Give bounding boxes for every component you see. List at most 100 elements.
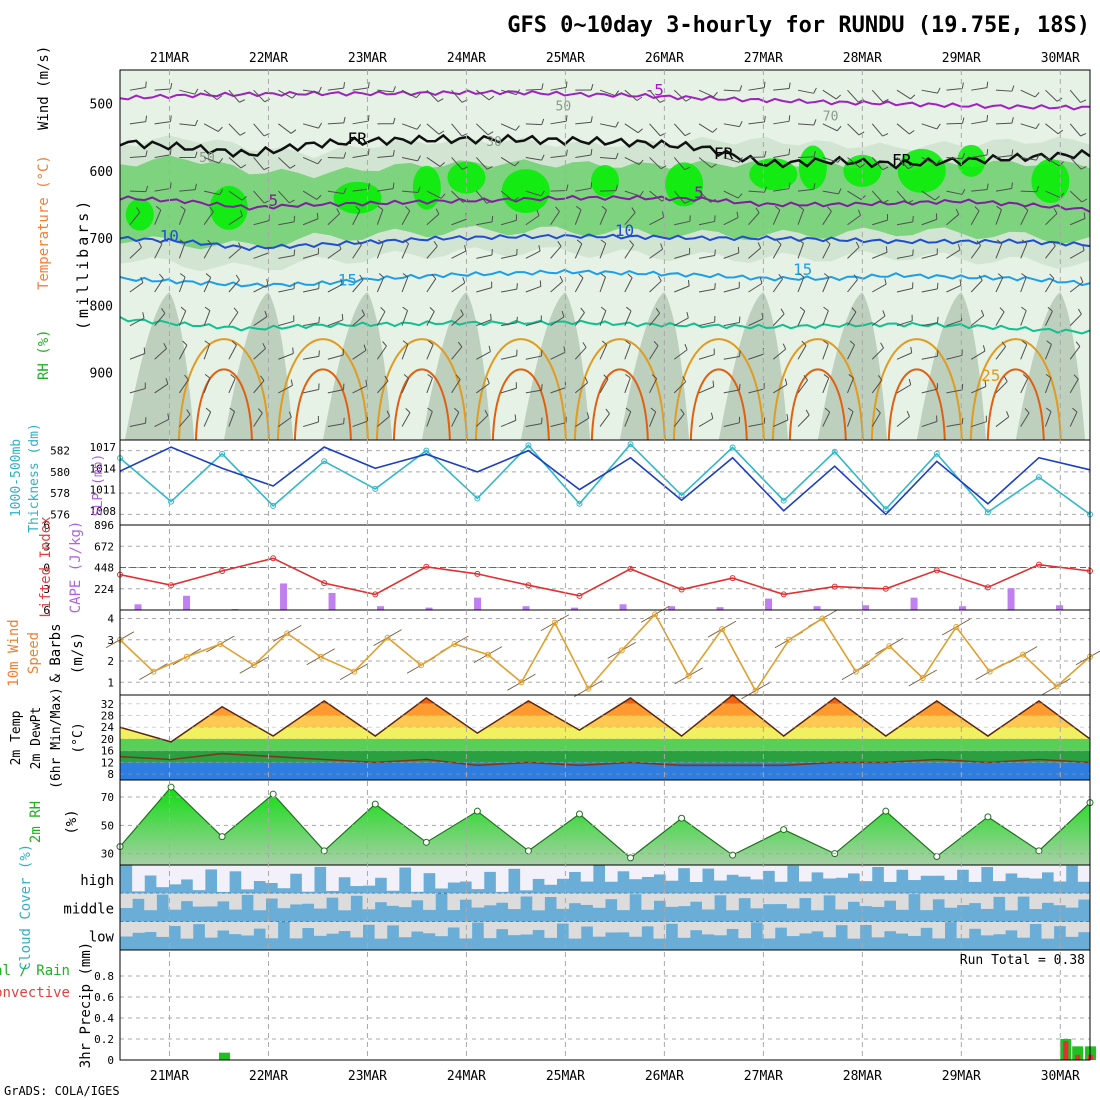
wind-barb — [426, 377, 433, 394]
wind-barb-flag — [882, 166, 889, 171]
wind-barb-flag — [936, 123, 941, 130]
wind-barb — [550, 120, 567, 125]
wind-barb — [426, 89, 439, 102]
wind-barb — [550, 422, 567, 428]
wind-barb-flag — [341, 313, 344, 321]
cloud-cell — [968, 921, 982, 929]
wind-barb — [401, 243, 410, 259]
wind-barb — [178, 243, 186, 259]
temp-label-1-group: 2m Temp — [9, 710, 24, 765]
wind-barb-flag — [557, 241, 562, 247]
wind-barb-flag — [957, 243, 961, 250]
cloud-cell — [483, 921, 497, 939]
wind-barb — [426, 344, 434, 360]
slp-line — [119, 446, 1091, 516]
cloud-cell — [1017, 893, 1030, 897]
cloud-cell — [580, 865, 594, 882]
cloud-cell — [386, 893, 400, 906]
wind-barb — [278, 353, 294, 360]
wind-barb — [773, 120, 790, 125]
rh-low-column — [718, 292, 789, 440]
wind-barb — [426, 123, 440, 135]
thickness-point — [882, 506, 889, 513]
wind-barb-flag — [600, 239, 607, 244]
wind-barb-flag — [145, 150, 148, 157]
wind-barb-flag — [615, 121, 619, 128]
cloud-cell — [495, 893, 509, 903]
cloud-cell — [956, 893, 970, 906]
wind-barb — [253, 252, 269, 259]
wind-barb-flag — [936, 316, 939, 323]
wind-barb-flag — [1024, 408, 1030, 414]
wind-barb — [649, 216, 664, 226]
wind-barb-flag — [363, 344, 367, 351]
contour-label: 15 — [793, 260, 812, 279]
wind-barb — [302, 156, 318, 165]
wind-barb-flag — [961, 82, 964, 89]
wind-barb-flag — [687, 279, 690, 287]
cloud-cell — [1041, 893, 1055, 903]
pressure-axis-label: (millibars) — [74, 198, 92, 330]
wind-barb — [698, 255, 715, 259]
wind-barb — [698, 89, 714, 98]
isotherm-30 — [590, 368, 649, 441]
wind-barb — [847, 411, 854, 427]
wind-barb-flag — [163, 342, 167, 349]
cloud-cell — [374, 893, 388, 903]
wind-barb — [203, 377, 211, 394]
wind-speed-point — [785, 636, 792, 643]
wind-barb — [129, 282, 144, 293]
rh-high-area — [447, 161, 486, 194]
wind-barb — [352, 244, 362, 259]
precip-conv-bar — [1075, 1054, 1081, 1060]
wind-barb-flag — [365, 379, 368, 386]
cape-bar — [765, 598, 773, 610]
temp-tick: 16 — [101, 745, 114, 758]
temp-line — [119, 694, 1091, 743]
wind-barb — [1020, 243, 1028, 259]
wind-barb-flag — [541, 417, 543, 424]
wind-barb-flag — [1073, 374, 1079, 380]
wind-barb — [1044, 344, 1052, 360]
wind-barb — [1069, 123, 1081, 137]
wind-barb-flag — [514, 161, 520, 167]
wind-barb — [401, 344, 409, 360]
wind-barb — [451, 190, 464, 203]
rh-low-column — [421, 292, 492, 440]
wind-barb-flag — [880, 342, 884, 349]
wind-barb-flag — [416, 124, 422, 130]
wind-barb — [376, 380, 389, 394]
precip-conv-legend: Convective — [0, 985, 70, 1001]
isotherm-30 — [194, 368, 253, 441]
isotherm-30 — [293, 368, 352, 441]
wind-barb-flag — [788, 82, 791, 89]
rh-point — [882, 807, 890, 815]
date-label-top: 26MAR — [645, 51, 684, 66]
credit-label: GrADS: COLA/IGES — [4, 1084, 120, 1098]
wind-barb-flag — [240, 210, 243, 217]
wind-barb — [352, 279, 364, 293]
cloud-cell — [1029, 865, 1042, 879]
wind-barb-flag — [650, 407, 656, 413]
temp-tick: 8 — [107, 768, 114, 781]
wind-barb — [822, 123, 838, 132]
cloud-cell — [289, 893, 303, 905]
wind-barb-flag — [403, 374, 410, 379]
wind-barb — [773, 419, 789, 428]
cloud-cell — [144, 893, 157, 911]
wind-barb-flag — [488, 95, 495, 101]
panel-frame — [119, 949, 1091, 1061]
cloud-cell — [459, 865, 473, 882]
wind-barb-flag — [986, 183, 989, 190]
cloud-cell — [605, 893, 618, 900]
wind-barb-flag — [555, 206, 560, 212]
wind-barb-flag — [180, 306, 187, 312]
temp-band — [120, 715, 1090, 728]
wind-barb — [500, 190, 514, 202]
cloud-cell — [411, 865, 424, 892]
wind-barb-flag — [959, 279, 962, 286]
wind-barb-flag — [170, 82, 173, 90]
wind-barb-flag — [355, 206, 361, 211]
cloud-cell — [738, 893, 751, 899]
